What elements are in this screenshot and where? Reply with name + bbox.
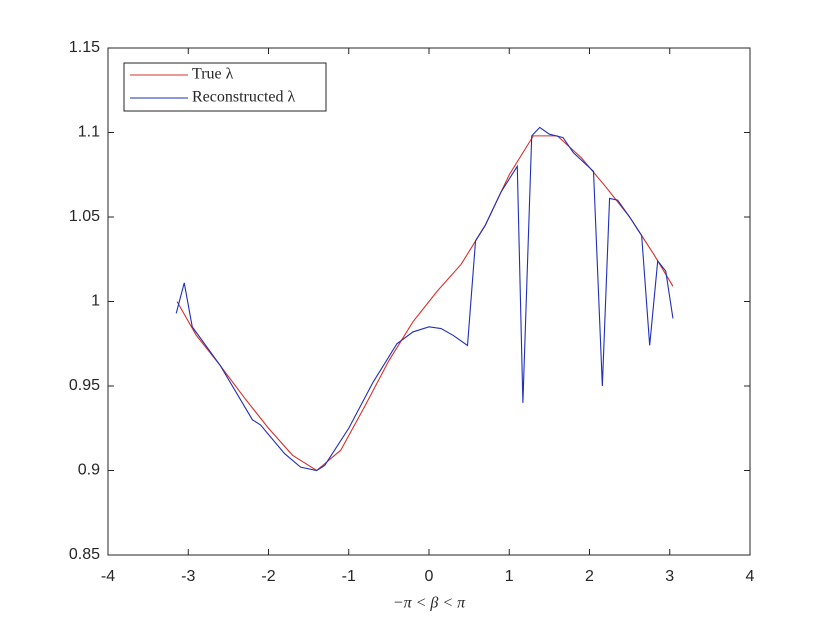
x-tick-label: 3	[665, 568, 674, 585]
y-tick-label: 0.85	[69, 546, 100, 563]
x-tick-label: 2	[585, 568, 594, 585]
data-line	[175, 126, 674, 472]
x-tick-label: -3	[181, 568, 195, 585]
y-tick-label: 0.95	[69, 377, 100, 394]
x-axis-label: −π < β < π	[393, 595, 466, 612]
y-tick-label: 1.05	[69, 208, 100, 225]
y-tick-label: 1.15	[69, 39, 100, 56]
x-tick-label: 1	[505, 568, 514, 585]
x-tick-label: -1	[342, 568, 356, 585]
x-tick-label: 4	[746, 568, 755, 585]
x-tick-label: -2	[261, 568, 275, 585]
legend-label: True λ	[192, 66, 234, 83]
y-tick-label: 1	[91, 293, 100, 310]
y-tick-label: 0.9	[78, 462, 100, 479]
x-tick-label: -4	[101, 568, 115, 585]
legend-label: Reconstructed λ	[192, 89, 296, 106]
y-tick-label: 1.1	[78, 124, 100, 141]
legend-box	[123, 62, 327, 112]
x-tick-label: 0	[425, 568, 434, 585]
